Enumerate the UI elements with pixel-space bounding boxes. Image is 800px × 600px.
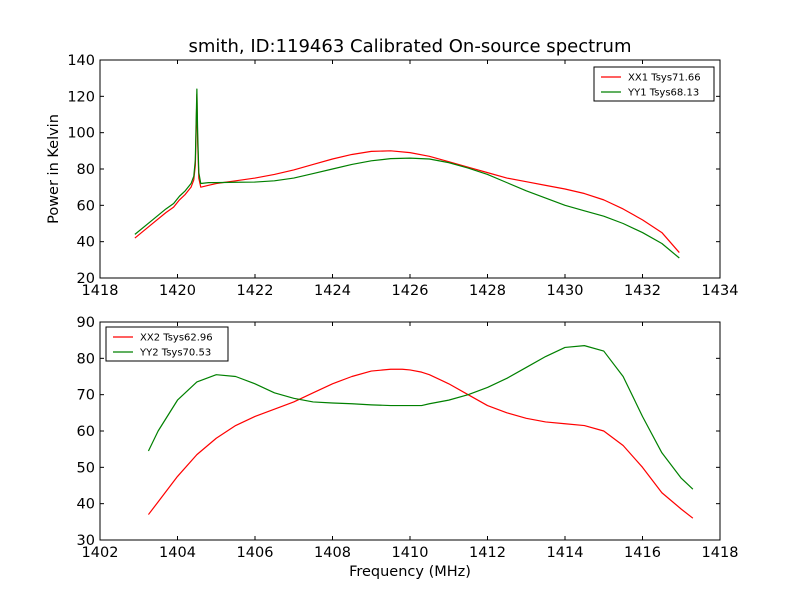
bottom-x-tick-label: 1412 [469,545,506,561]
top-x-tick-label: 1424 [314,283,351,299]
top-y-tick-label: 120 [67,89,95,105]
bottom-y-tick-label: 90 [77,315,95,331]
bottom-y-tick-label: 50 [77,460,95,476]
top-panel: 1418 1420 1422 1424 1426 1428 1430 1432 1434 20 40… [67,53,738,299]
bottom-x-tick-label: 1406 [237,545,274,561]
top-x-tick-label: 1430 [547,283,584,299]
top-x-tick-label: 1428 [469,283,506,299]
bottom-legend-label-1: XX2 Tsys62.96 [140,333,213,344]
top-legend-box [593,66,715,102]
bottom-x-tick-label: 1408 [314,545,351,561]
top-x-tick-label: 1418 [82,283,119,299]
top-y-tick-label: 80 [77,162,95,178]
top-legend-label-2: YY1 Tsys68.13 [627,88,699,99]
bottom-y-tick-label: 40 [77,497,95,513]
top-x-tick-label: 1422 [237,283,274,299]
bottom-x-tick-label: 1418 [702,545,739,561]
top-legend-label-1: XX1 Tsys71.66 [628,73,701,84]
bottom-x-tick-label: 1402 [82,545,119,561]
x-axis-label: Frequency (MHz) [349,564,471,580]
bottom-y-tick-label: 30 [77,533,95,549]
chart-title: smith, ID:119463 Calibrated On-source sp… [189,36,632,57]
bottom-x-tick-label: 1410 [392,545,429,561]
bottom-x-tick-label: 1404 [159,545,196,561]
y-axis-label: Power in Kelvin [46,114,62,224]
bottom-series-line-2 [147,345,694,490]
bottom-legend-box [105,326,229,362]
top-y-tick-label: 60 [77,198,95,214]
bottom-y-tick-label: 70 [77,388,95,404]
top-series-line-2 [134,88,680,259]
bottom-x-tick-label: 1414 [547,545,584,561]
top-x-tick-label: 1434 [702,283,739,299]
top-y-tick-label: 20 [77,271,95,287]
bottom-series-line-1 [147,368,694,519]
bottom-y-tick-label: 60 [77,424,95,440]
bottom-y-tick-label: 80 [77,351,95,367]
top-series-line-1 [134,93,680,253]
top-x-tick-label: 1420 [159,283,196,299]
bottom-x-tick-label: 1416 [624,545,661,561]
top-y-tick-label: 140 [67,53,95,69]
top-y-tick-label: 100 [67,126,95,142]
bottom-panel: 1402 1404 1406 1408 1410 1412 1414 1416 1418 30 40… [77,315,739,561]
top-x-tick-label: 1426 [392,283,429,299]
bottom-legend-label-2: YY2 Tsys70.53 [139,348,211,359]
top-y-tick-label: 40 [77,235,95,251]
top-x-tick-label: 1432 [624,283,661,299]
